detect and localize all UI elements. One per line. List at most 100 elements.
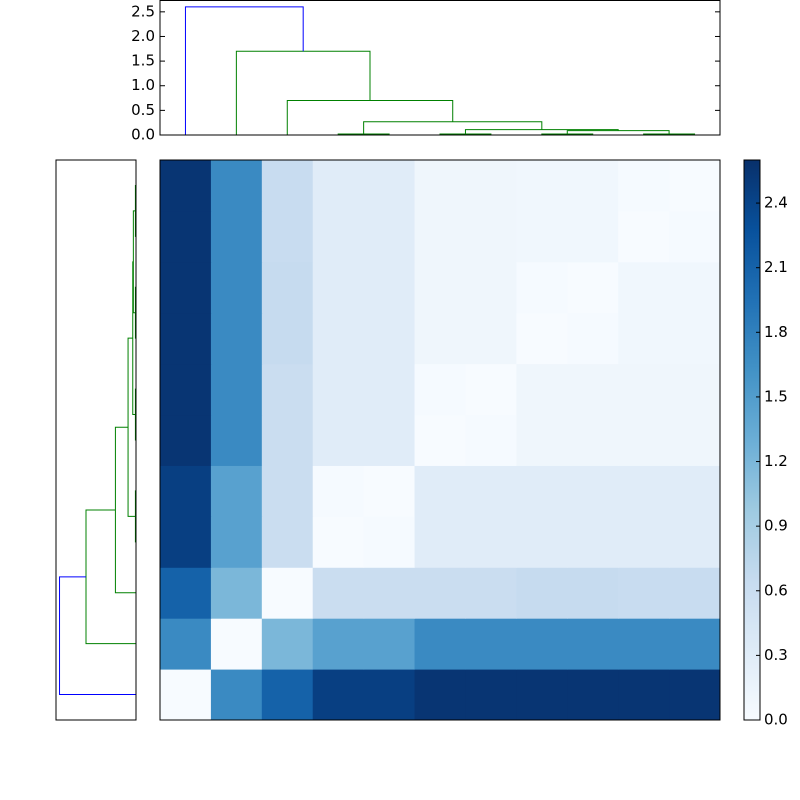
left-dendrogram-link: [85, 509, 136, 645]
heatmap-cell: [414, 160, 466, 212]
heatmap-cell: [516, 160, 568, 212]
heatmap-cell: [363, 363, 416, 416]
heatmap-cell: [567, 210, 619, 263]
colorbar-tick-label: 1.2: [764, 452, 788, 470]
heatmap-cell: [414, 312, 466, 365]
heatmap-cell: [669, 618, 721, 670]
heatmap-cell: [516, 567, 568, 619]
heatmap-cell: [618, 160, 670, 212]
heatmap-cell: [567, 567, 619, 619]
heatmap-cell: [669, 312, 721, 365]
colorbar-tick-label: 1.5: [764, 387, 788, 405]
colorbar-tick-label: 2.4: [764, 194, 788, 212]
heatmap-cell: [261, 312, 314, 365]
heatmap-cell: [669, 414, 721, 466]
top-dendrogram-link: [235, 50, 371, 135]
top-dendrogram-link: [464, 129, 619, 135]
left-dendrogram-frame: [55, 159, 137, 721]
heatmap-cell: [312, 465, 365, 517]
heatmap-cell: [414, 618, 466, 670]
heatmap-cell: [669, 261, 721, 314]
heatmap-cell: [618, 261, 670, 314]
heatmap-cell: [516, 261, 568, 314]
heatmap-cell: [210, 465, 263, 517]
heatmap-cell: [261, 363, 314, 416]
colorbar-tick-label: 1.8: [764, 323, 788, 341]
heatmap-cell: [160, 618, 212, 670]
heatmap-cell: [567, 414, 619, 466]
heatmap-cell: [363, 261, 416, 314]
heatmap-cell: [516, 669, 568, 721]
heatmap-cell: [312, 618, 365, 670]
heatmap-cell: [363, 210, 416, 263]
heatmap-cell: [363, 669, 416, 721]
heatmap-cell: [363, 465, 416, 517]
left-dendrogram-link: [132, 261, 136, 416]
left-dendrogram-link: [59, 576, 136, 696]
heatmap-cell: [160, 363, 212, 416]
heatmap-cell: [160, 160, 212, 212]
heatmap-cell: [160, 669, 212, 721]
heatmap-cell: [210, 210, 263, 263]
heatmap-cell: [465, 618, 517, 670]
y-tick-label: 2.5: [131, 2, 155, 20]
heatmap-cell: [567, 618, 619, 670]
heatmap-cell: [210, 567, 263, 619]
heatmap-cell: [363, 160, 416, 212]
heatmap-cell: [618, 618, 670, 670]
heatmap-cell: [669, 669, 721, 721]
heatmap-cell: [363, 414, 416, 466]
heatmap-cell: [160, 567, 212, 619]
heatmap-cell: [160, 465, 212, 517]
colorbar-tick-label: 0.0: [764, 711, 788, 729]
heatmap-cell: [261, 261, 314, 314]
heatmap-cell: [669, 160, 721, 212]
heatmap-cell: [414, 465, 466, 517]
heatmap-cell: [618, 669, 670, 721]
heatmap-cell: [363, 516, 416, 568]
heatmap-cell: [414, 210, 466, 263]
heatmap-cell: [465, 465, 517, 517]
heatmap-cell: [669, 567, 721, 619]
heatmap-cell: [414, 363, 466, 416]
top-dendrogram-frame: [159, 0, 721, 136]
heatmap-cell: [567, 516, 619, 568]
top-dendrogram-link: [363, 121, 543, 135]
heatmap-cell: [210, 414, 263, 466]
top-dendrogram-link: [286, 100, 454, 135]
heatmap-cell: [567, 465, 619, 517]
heatmap-cell: [312, 160, 365, 212]
colorbar-tick-label: 0.3: [764, 646, 788, 664]
heatmap-cell: [618, 567, 670, 619]
heatmap-cell: [210, 363, 263, 416]
heatmap-cell: [465, 567, 517, 619]
heatmap-cell: [210, 261, 263, 314]
heatmap-cell: [567, 363, 619, 416]
y-tick-label: 1.0: [131, 76, 155, 94]
heatmap-cell: [261, 465, 314, 517]
heatmap-cell: [312, 669, 365, 721]
heatmap-cell: [210, 516, 263, 568]
heatmap-cell: [261, 414, 314, 466]
heatmap-cell: [465, 516, 517, 568]
heatmap-cell: [210, 312, 263, 365]
colorbar-tick-label: 0.9: [764, 517, 788, 535]
heatmap-cell: [160, 210, 212, 263]
heatmap-cell: [618, 516, 670, 568]
heatmap-frame: [159, 159, 721, 721]
colorbar-tick-label: 2.1: [764, 258, 788, 276]
heatmap-cell: [414, 516, 466, 568]
heatmap-cell: [516, 465, 568, 517]
heatmap-cell: [465, 669, 517, 721]
heatmap-cell: [160, 261, 212, 314]
heatmap-cell: [363, 312, 416, 365]
heatmap-cell: [210, 618, 263, 670]
heatmap-cell: [516, 516, 568, 568]
left-dendrogram-link: [132, 210, 136, 314]
heatmap-cell: [567, 312, 619, 365]
colorbar: [744, 160, 760, 720]
top-dendrogram-link: [184, 6, 304, 135]
heatmap-cell: [618, 312, 670, 365]
